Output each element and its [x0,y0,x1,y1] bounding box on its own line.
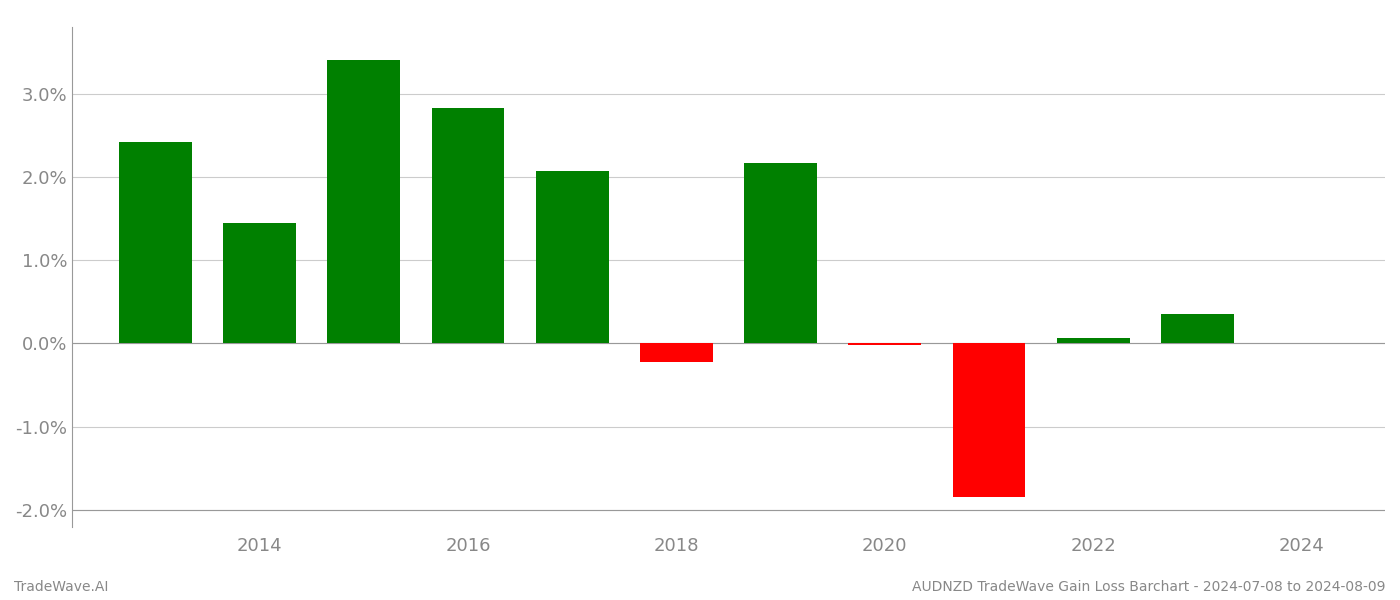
Bar [223,223,295,343]
Bar [640,343,713,362]
Text: TradeWave.AI: TradeWave.AI [14,580,108,594]
Bar [119,142,192,343]
Bar [745,163,818,343]
Bar [536,171,609,343]
Bar [1057,338,1130,343]
Bar [431,108,504,343]
Text: AUDNZD TradeWave Gain Loss Barchart - 2024-07-08 to 2024-08-09: AUDNZD TradeWave Gain Loss Barchart - 20… [913,580,1386,594]
Bar [848,343,921,346]
Bar [952,343,1025,497]
Bar [328,61,400,343]
Bar [1161,314,1233,343]
